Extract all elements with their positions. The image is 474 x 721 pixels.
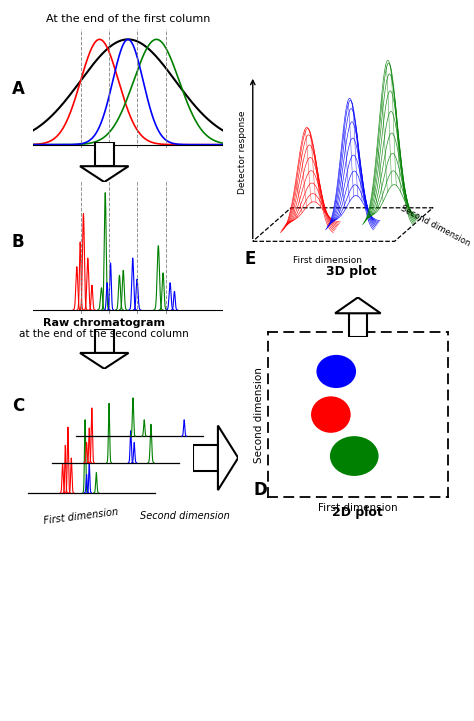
Polygon shape [80,166,128,182]
Polygon shape [95,329,114,353]
Text: At the end of the first column: At the end of the first column [46,14,210,24]
Text: 2D plot: 2D plot [332,505,383,518]
Text: First dimension: First dimension [43,508,119,526]
Polygon shape [95,142,114,166]
Ellipse shape [317,355,356,388]
Text: 3D plot: 3D plot [327,265,377,278]
Polygon shape [80,353,128,368]
Y-axis label: Second dimension: Second dimension [254,367,264,462]
X-axis label: First dimension: First dimension [318,503,398,513]
Text: D: D [254,482,267,500]
Text: C: C [12,397,24,415]
Text: Second dimension: Second dimension [399,203,472,248]
Text: First dimension: First dimension [292,255,362,265]
Text: Detector response: Detector response [238,110,247,194]
Text: A: A [12,80,25,98]
Ellipse shape [311,397,351,433]
Text: B: B [12,233,25,251]
Polygon shape [218,425,238,490]
Text: at the end of the second column: at the end of the second column [19,329,189,340]
Polygon shape [335,297,381,313]
Polygon shape [193,445,218,471]
Text: E: E [244,250,255,268]
Text: Raw chromatogram: Raw chromatogram [43,318,165,328]
Polygon shape [349,313,367,337]
Ellipse shape [330,436,379,476]
Text: Second dimension: Second dimension [140,511,230,521]
